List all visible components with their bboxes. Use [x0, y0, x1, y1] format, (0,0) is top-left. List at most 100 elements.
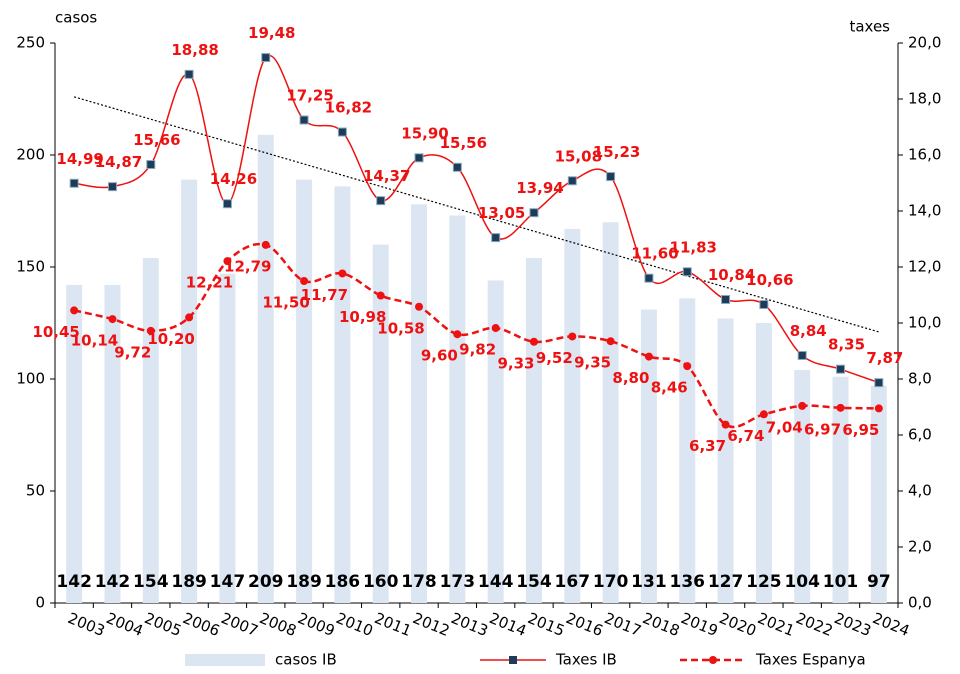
- legend-label: casos IB: [275, 651, 337, 669]
- y2-tick-label: 10,0: [908, 314, 941, 332]
- data-label: 6,95: [842, 421, 879, 439]
- bar: [832, 376, 849, 603]
- marker: [529, 208, 539, 218]
- x-tick-label: 2015: [525, 609, 567, 640]
- bar: [525, 258, 542, 603]
- x-tick-label: 2008: [257, 609, 299, 640]
- data-label: 8,80: [612, 369, 649, 387]
- data-label: 9,72: [114, 343, 151, 361]
- data-label: 7,04: [766, 418, 803, 436]
- x-tick-label: 2013: [448, 609, 490, 640]
- data-label: 16,82: [325, 99, 372, 117]
- bar-value-label: 170: [593, 572, 629, 592]
- x-tick-label: 2024: [870, 609, 912, 640]
- marker: [223, 257, 232, 266]
- y-tick-label: 0: [35, 594, 45, 612]
- marker: [491, 324, 500, 333]
- data-label: 10,14: [71, 332, 118, 350]
- legend-label: Taxes IB: [555, 651, 617, 669]
- y2-tick-label: 4,0: [908, 482, 932, 500]
- bar: [257, 134, 274, 603]
- marker: [108, 315, 117, 324]
- y2-tick-label: 6,0: [908, 426, 932, 444]
- bar-value-label: 189: [286, 572, 322, 592]
- bar: [564, 228, 581, 604]
- legend-swatch: [185, 654, 265, 666]
- marker: [721, 294, 731, 304]
- data-label: 13,94: [516, 179, 563, 197]
- marker: [797, 350, 807, 360]
- data-label: 8,35: [828, 336, 865, 354]
- data-label: 15,56: [440, 134, 487, 152]
- marker: [185, 313, 194, 322]
- data-label: 10,20: [147, 330, 194, 348]
- marker: [568, 332, 577, 341]
- y2-tick-label: 20,0: [908, 34, 941, 52]
- y2-tick-label: 8,0: [908, 370, 932, 388]
- x-tick-label: 2010: [333, 609, 375, 640]
- data-label: 12,21: [186, 274, 233, 292]
- data-label: 14,37: [363, 167, 410, 185]
- data-label: 12,79: [224, 257, 271, 275]
- data-label: 11,60: [631, 245, 678, 263]
- bar-value-label: 144: [478, 572, 514, 592]
- line: [73, 242, 879, 429]
- marker: [759, 410, 768, 419]
- marker: [300, 277, 309, 285]
- marker: [376, 196, 386, 206]
- x-tick-label: 2006: [180, 609, 222, 640]
- marker: [453, 330, 462, 339]
- x-tick-label: 2009: [295, 609, 337, 640]
- legend-marker: [709, 656, 717, 664]
- marker: [491, 233, 501, 243]
- data-label: 11,77: [301, 286, 348, 304]
- y-tick-label: 100: [16, 370, 45, 388]
- bar-value-label: 154: [133, 572, 169, 592]
- bar: [372, 244, 389, 603]
- data-label: 9,82: [459, 341, 496, 359]
- marker: [146, 160, 156, 170]
- marker: [415, 302, 424, 311]
- marker: [721, 420, 730, 429]
- x-tick-label: 2020: [717, 609, 759, 640]
- marker: [184, 69, 194, 79]
- legend-marker: [509, 656, 517, 664]
- data-label: 6,74: [727, 427, 764, 445]
- bar-value-label: 131: [631, 572, 667, 592]
- y2-tick-label: 14,0: [908, 202, 941, 220]
- y2-tick-label: 18,0: [908, 90, 941, 108]
- marker: [107, 182, 117, 192]
- marker: [606, 172, 616, 182]
- data-label: 10,66: [746, 271, 793, 289]
- data-label: 17,25: [286, 87, 333, 105]
- x-tick-label: 2023: [832, 609, 874, 640]
- data-label: 9,33: [497, 354, 534, 372]
- bar: [142, 258, 159, 603]
- bar-value-label: 97: [867, 572, 891, 592]
- marker: [836, 364, 846, 374]
- bar-value-label: 136: [670, 572, 706, 592]
- marker: [836, 403, 845, 412]
- marker: [567, 176, 577, 186]
- data-label: 8,84: [790, 322, 827, 340]
- bar-value-label: 178: [401, 572, 437, 592]
- bar: [334, 186, 351, 604]
- bar-value-label: 160: [363, 572, 399, 592]
- marker: [414, 153, 424, 163]
- bar-value-label: 173: [440, 572, 476, 592]
- bar: [66, 284, 83, 603]
- data-label: 11,83: [670, 238, 717, 256]
- data-label: 15,66: [133, 131, 180, 149]
- marker: [261, 53, 271, 63]
- marker: [452, 162, 462, 172]
- x-tick-label: 2016: [563, 609, 605, 640]
- data-label: 9,35: [574, 354, 611, 372]
- marker: [644, 352, 653, 361]
- bar-value-label: 104: [784, 572, 820, 592]
- marker: [874, 378, 884, 388]
- data-label: 10,84: [708, 266, 755, 284]
- bar: [219, 273, 236, 603]
- data-label: 9,52: [536, 349, 573, 367]
- data-label: 13,05: [478, 204, 525, 222]
